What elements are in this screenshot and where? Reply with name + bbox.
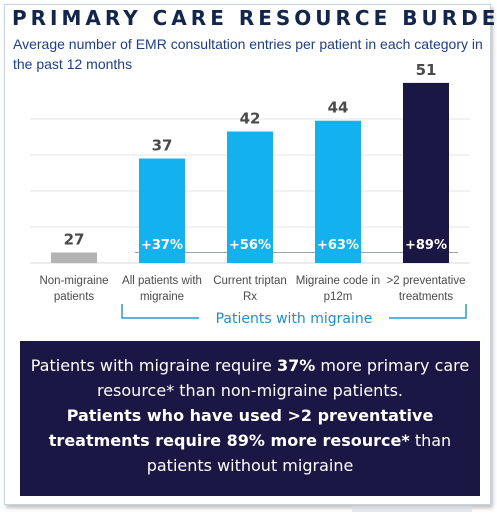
increase-label: +89% xyxy=(405,238,447,253)
summary-line-1: Patients with migraine require 37% more … xyxy=(30,356,470,400)
category-label: Rx xyxy=(243,291,257,303)
chart-subtitle: Average number of EMR consultation entri… xyxy=(13,36,483,72)
category-label: patients xyxy=(54,291,95,303)
bracket-label-bg xyxy=(199,308,389,328)
value-label: 27 xyxy=(64,231,85,249)
bar xyxy=(227,131,273,263)
category-label: migraine xyxy=(140,291,184,303)
increase-label: +56% xyxy=(229,238,271,253)
category-label: >2 preventative xyxy=(387,275,466,287)
bars xyxy=(51,82,449,264)
category-label: Migraine code in xyxy=(296,275,380,287)
value-label: 51 xyxy=(416,61,437,79)
category-label: Non-migraine xyxy=(39,275,108,287)
bracket-label: Patients with migraine xyxy=(216,311,373,327)
increase-label: +37% xyxy=(141,238,183,253)
migraine-bracket: Patients with migraine xyxy=(121,304,467,328)
bar xyxy=(139,158,185,263)
labels: 27 Non-migraine patients 37 +37% All patients… xyxy=(39,61,465,303)
category-label: All patients with xyxy=(122,275,202,287)
bar-chart: 27 Non-migraine patients 37 +37% All patients… xyxy=(30,61,470,328)
category-label: p12m xyxy=(324,291,353,303)
summary-box: Patients with migraine require 37% more … xyxy=(20,341,480,496)
value-label: 37 xyxy=(152,137,173,155)
category-label: Current triptan xyxy=(213,275,287,287)
bar xyxy=(315,120,361,263)
bottom-fragment xyxy=(352,506,472,512)
bar xyxy=(403,82,449,264)
bar xyxy=(51,252,97,263)
value-label: 42 xyxy=(240,110,261,128)
summary-line-2: Patients who have used >2 preventative t… xyxy=(48,406,452,475)
increase-label: +63% xyxy=(317,238,359,253)
category-label: treatments xyxy=(399,291,454,303)
chart-title: PRIMARY CARE RESOURCE BURDEN xyxy=(12,6,497,30)
value-label: 44 xyxy=(328,99,349,117)
